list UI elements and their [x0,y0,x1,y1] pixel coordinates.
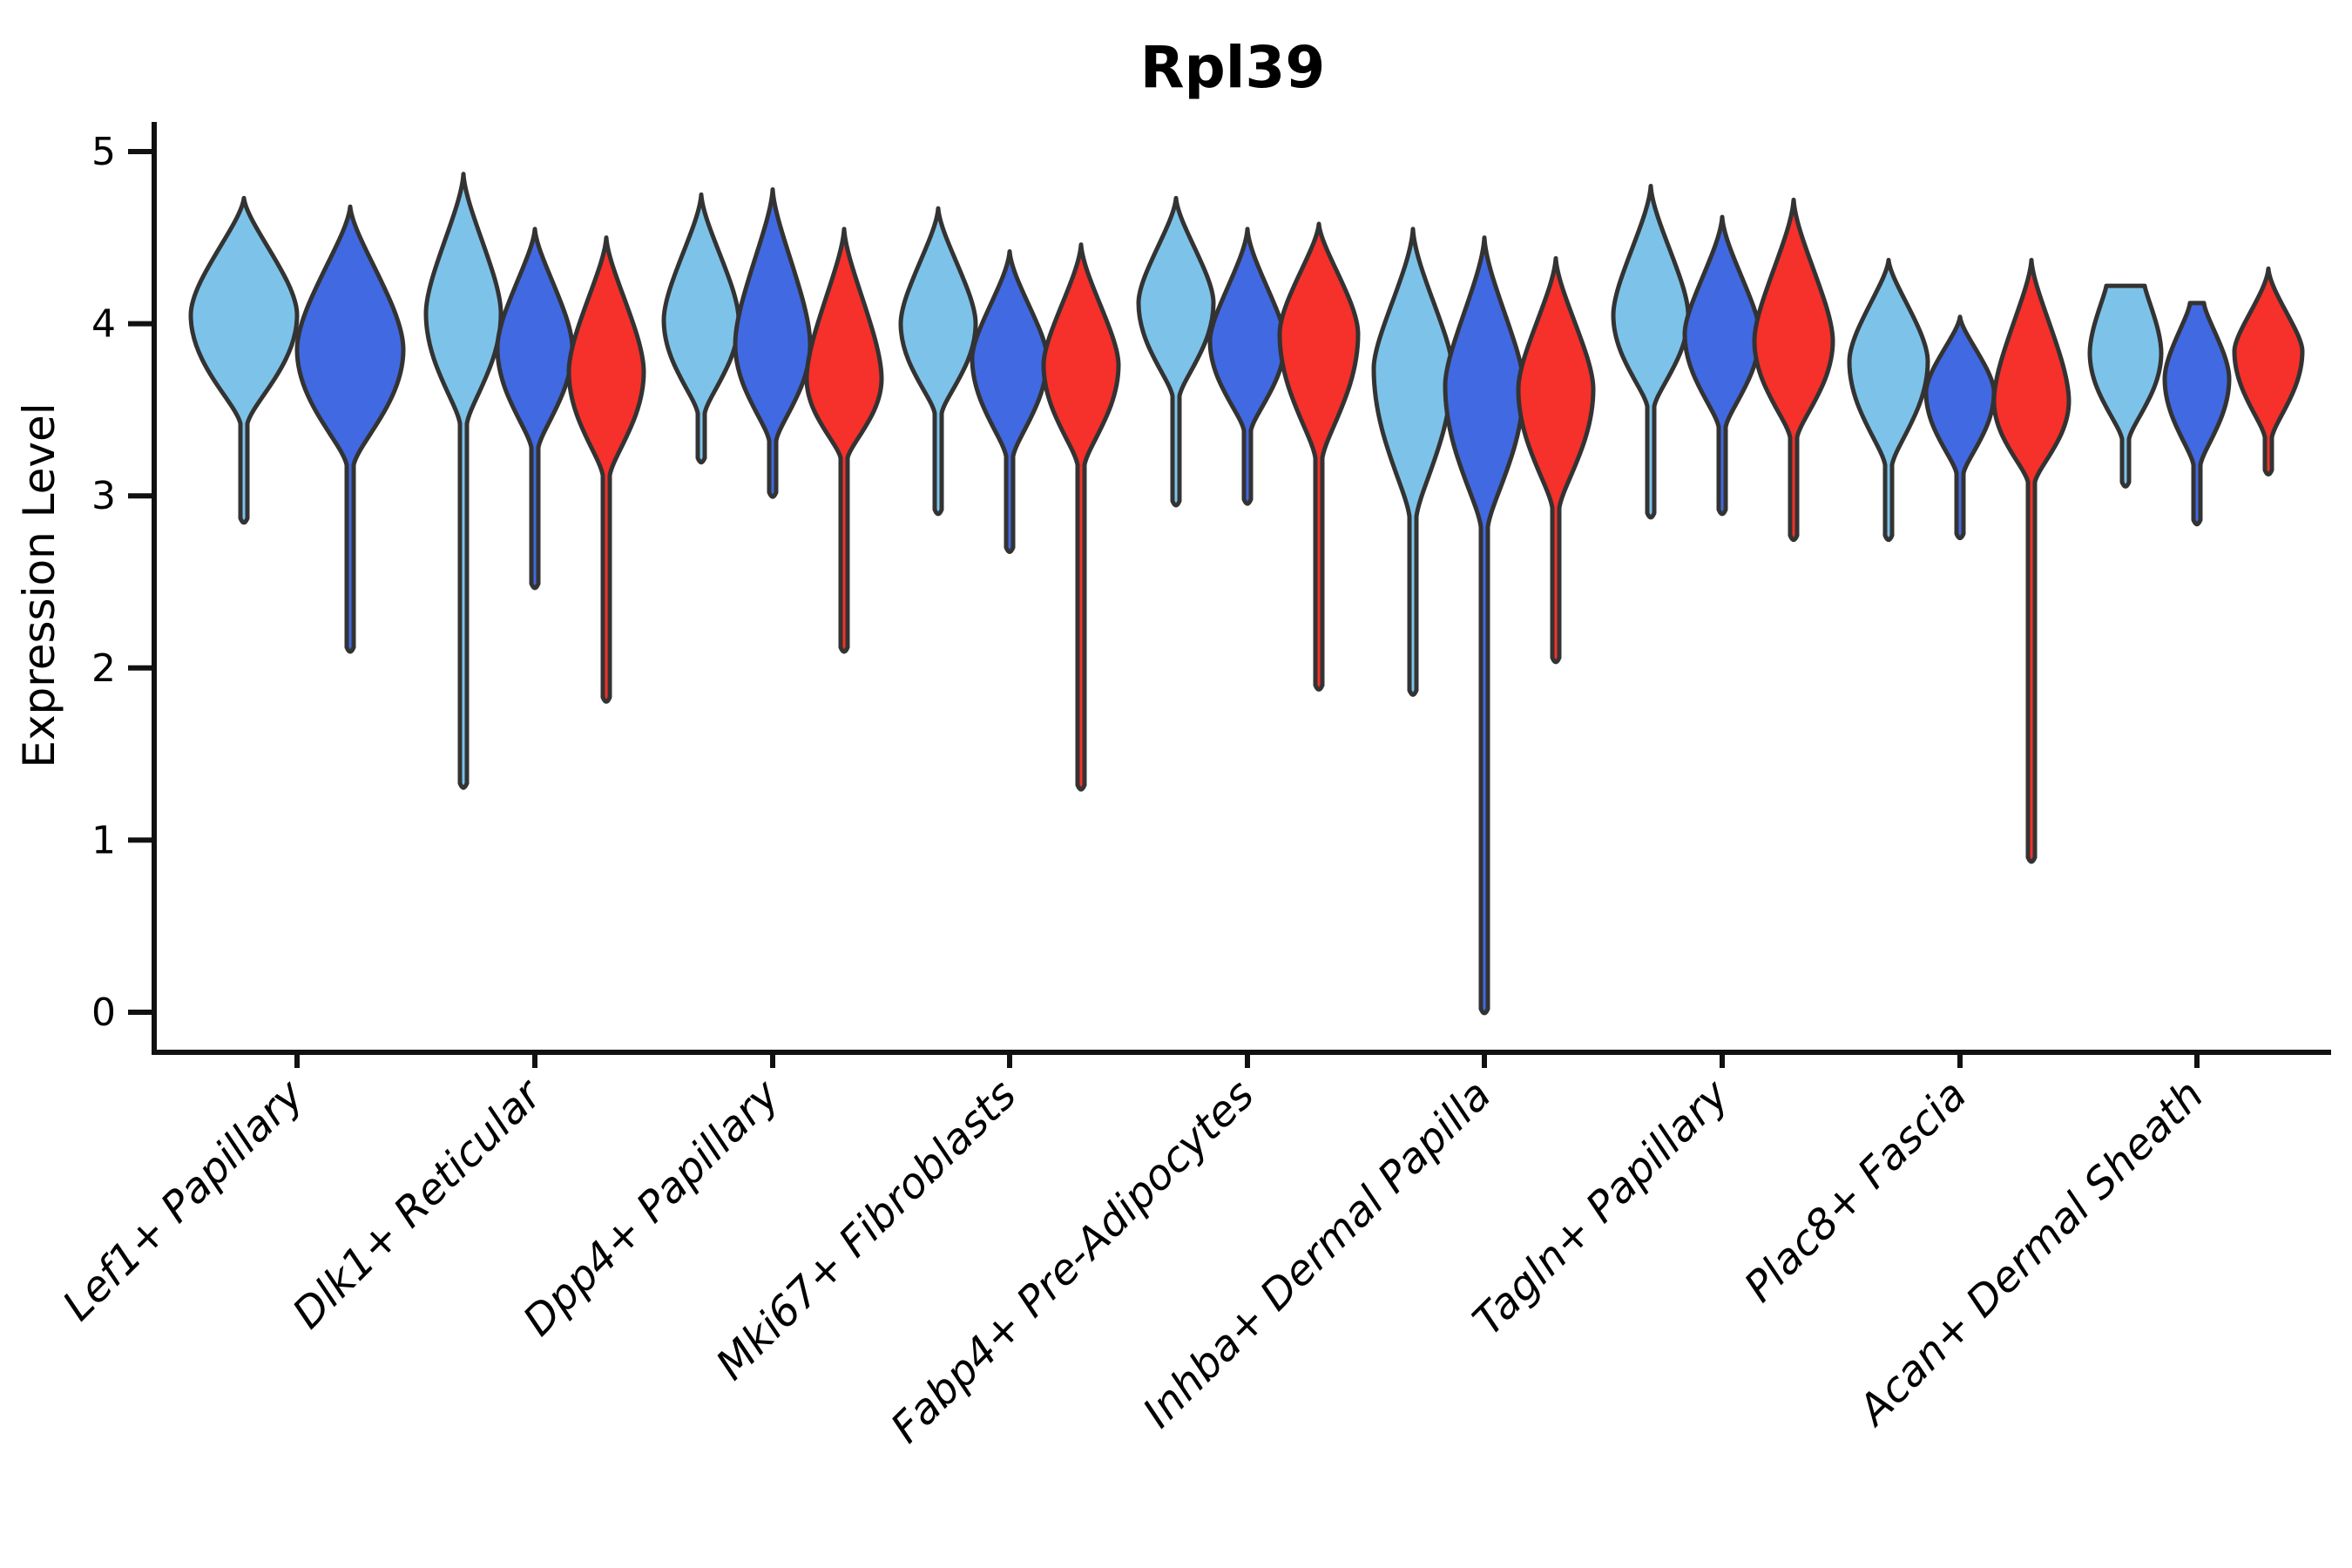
violin-3-darkblue [733,186,813,499]
y-axis-label: Expression Level [14,402,64,767]
violin-6-red [1516,256,1596,665]
violin-7-lightblue [1611,184,1691,520]
violin-1-lightblue [188,195,300,525]
violin-5-red [1277,221,1361,692]
violin-7-red [1752,197,1835,543]
violin-6-lightblue [1371,226,1455,697]
violin-9-red [2232,266,2305,476]
violin-8-lightblue [1847,257,1930,543]
violin-4-lightblue [898,206,978,517]
y-tick-label-4: 4 [91,302,116,347]
y-tick-label-0: 0 [91,990,116,1035]
violin-2-red [566,235,646,704]
violin-4-red [1041,242,1121,792]
y-tick-label-2: 2 [91,646,116,691]
violin-3-red [804,226,884,654]
violin-7-darkblue [1682,214,1762,517]
violin-2-lightblue [423,172,504,790]
violin-9-lightblue [2087,283,2164,489]
violin-9-darkblue [2162,301,2232,527]
y-tick-label-3: 3 [91,474,116,518]
violin-8-darkblue [1923,314,1997,541]
chart-title: Rpl39 [1140,34,1326,101]
violin-2-darkblue [495,226,575,591]
y-tick-label-5: 5 [91,130,116,174]
violin-8-red [1991,257,2072,864]
violin-5-lightblue [1136,195,1216,508]
violin-3-lightblue [661,192,741,465]
violin-1-darkblue [294,204,406,654]
y-tick-label-1: 1 [91,818,116,862]
violins-layer [188,172,2305,1016]
